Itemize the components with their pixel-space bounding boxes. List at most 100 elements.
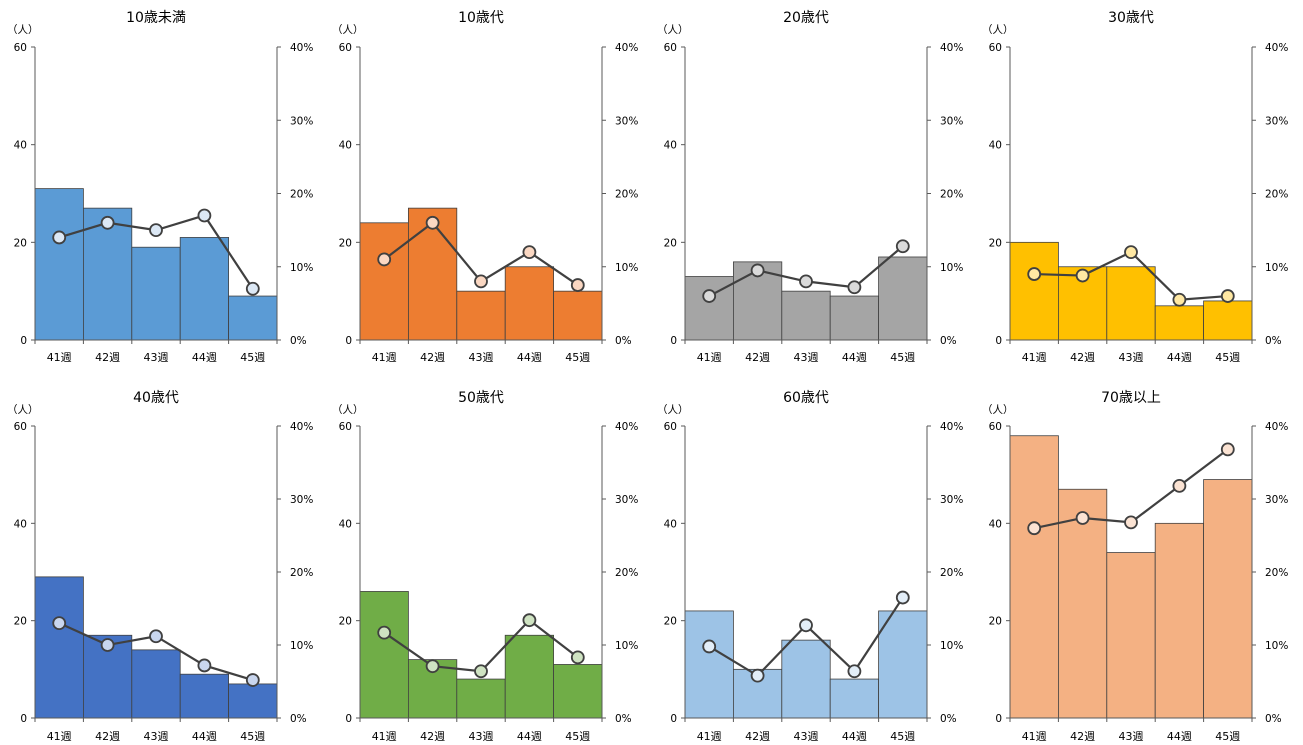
- chart-title: 50歳代: [458, 390, 504, 406]
- x-tick-label: 43週: [144, 730, 169, 743]
- ratio-point: [1027, 521, 1042, 536]
- y-tick-label: 60: [14, 421, 27, 433]
- y2-tick-label: 40%: [290, 421, 313, 433]
- bar: [456, 290, 506, 341]
- y2-tick-label: 0%: [615, 713, 632, 725]
- ratio-point: [1124, 515, 1138, 530]
- chart-panel-1: 10歳未満 （人） 0 20 40 60 0% 10% 20% 30% 40% 41週 42週 43週 44…: [7, 10, 313, 364]
- chart-panel-8: 70歳以上 （人） 0 20 40 60 0% 10% 20% 30% 40% 41週 42週 43週 44…: [982, 390, 1288, 743]
- ratio-point: [522, 613, 537, 628]
- bar: [359, 591, 409, 719]
- y-tick-label: 40: [989, 518, 1002, 530]
- y2-tick-label: 20%: [615, 189, 638, 201]
- ratio-point: [750, 263, 765, 278]
- y2-tick-label: 40%: [1265, 421, 1288, 433]
- bar: [504, 266, 555, 341]
- chart-title: 40歳代: [133, 390, 179, 406]
- x-tick-label: 43週: [1119, 730, 1144, 743]
- y-tick-label: 0: [345, 335, 352, 347]
- y2-tick-label: 30%: [940, 115, 963, 127]
- ratio-point: [1220, 442, 1235, 457]
- x-tick-label: 43週: [1119, 351, 1144, 364]
- ratio-point: [149, 223, 163, 238]
- x-tick-label: 41週: [1022, 730, 1047, 743]
- ratio-point: [895, 590, 910, 605]
- y2-tick-label: 20%: [615, 567, 638, 579]
- y2-tick-label: 10%: [615, 262, 638, 274]
- x-tick-label: 44週: [192, 730, 217, 743]
- bar: [829, 295, 880, 341]
- x-tick-label: 44週: [1167, 351, 1192, 364]
- x-tick-label: 41週: [47, 730, 72, 743]
- y-tick-label: 60: [339, 42, 352, 54]
- chart-title: 10歳未満: [126, 10, 186, 26]
- y2-tick-label: 30%: [290, 115, 313, 127]
- bar: [1058, 488, 1108, 719]
- y2-tick-label: 10%: [290, 262, 313, 274]
- x-tick-label: 45週: [890, 730, 915, 743]
- y2-tick-label: 10%: [940, 640, 963, 652]
- y2-tick-label: 10%: [615, 640, 638, 652]
- y-tick-label: 60: [664, 421, 677, 433]
- y-axis-unit: （人）: [7, 24, 39, 36]
- y-tick-label: 20: [339, 237, 352, 249]
- bar: [684, 610, 734, 719]
- x-tick-label: 45週: [565, 351, 590, 364]
- bar: [83, 207, 133, 341]
- x-tick-label: 42週: [745, 730, 770, 743]
- ratio-point: [1124, 245, 1138, 260]
- x-tick-label: 42週: [420, 351, 445, 364]
- bar: [878, 256, 928, 341]
- y2-tick-label: 40%: [1265, 42, 1288, 54]
- y2-tick-label: 40%: [615, 421, 638, 433]
- y-axis-unit: （人）: [7, 404, 39, 416]
- y-tick-label: 0: [670, 713, 677, 725]
- x-tick-label: 44週: [1167, 730, 1192, 743]
- ratio-point: [1075, 511, 1090, 525]
- bar: [456, 678, 506, 719]
- y2-tick-label: 20%: [290, 189, 313, 201]
- bar: [553, 664, 603, 719]
- ratio-point: [895, 239, 910, 254]
- bar: [1106, 552, 1156, 719]
- chart-title: 10歳代: [458, 10, 504, 26]
- ratio-point: [100, 215, 115, 230]
- y2-tick-label: 0%: [615, 335, 632, 347]
- bar: [781, 639, 831, 719]
- y-tick-label: 20: [989, 616, 1002, 628]
- x-tick-label: 44週: [842, 730, 867, 743]
- y2-tick-label: 20%: [940, 189, 963, 201]
- y2-tick-label: 20%: [1265, 189, 1288, 201]
- chart-panel-3: 20歳代 （人） 0 20 40 60 0% 10% 20% 30% 40% 41週 42週 43週 44週…: [657, 10, 963, 364]
- ratio-point: [425, 215, 440, 230]
- y2-tick-label: 30%: [1265, 494, 1288, 506]
- x-tick-label: 45週: [240, 351, 265, 364]
- ratio-point: [1075, 268, 1090, 283]
- bar: [1154, 522, 1204, 719]
- y2-tick-label: 40%: [615, 42, 638, 54]
- bar: [684, 276, 734, 341]
- x-tick-label: 42週: [745, 351, 770, 364]
- ratio-point: [377, 252, 392, 267]
- y2-tick-label: 20%: [290, 567, 313, 579]
- ratio-point: [245, 673, 260, 687]
- x-tick-label: 45週: [1215, 730, 1240, 743]
- y-tick-label: 40: [664, 518, 677, 530]
- y2-tick-label: 10%: [940, 262, 963, 274]
- y2-tick-label: 20%: [940, 567, 963, 579]
- x-tick-label: 43週: [794, 351, 819, 364]
- y2-tick-label: 10%: [1265, 262, 1288, 274]
- bar: [34, 188, 84, 341]
- y-tick-label: 0: [995, 713, 1002, 725]
- y2-tick-label: 30%: [615, 115, 638, 127]
- ratio-point: [570, 278, 585, 292]
- ratio-point: [847, 280, 862, 295]
- bar: [407, 207, 458, 341]
- x-tick-label: 41週: [47, 351, 72, 364]
- chart-title: 20歳代: [783, 10, 829, 26]
- ratio-point: [702, 289, 717, 303]
- ratio-point: [702, 639, 717, 654]
- x-tick-label: 45週: [890, 351, 915, 364]
- y-axis-unit: （人）: [657, 24, 689, 36]
- ratio-point: [570, 650, 585, 665]
